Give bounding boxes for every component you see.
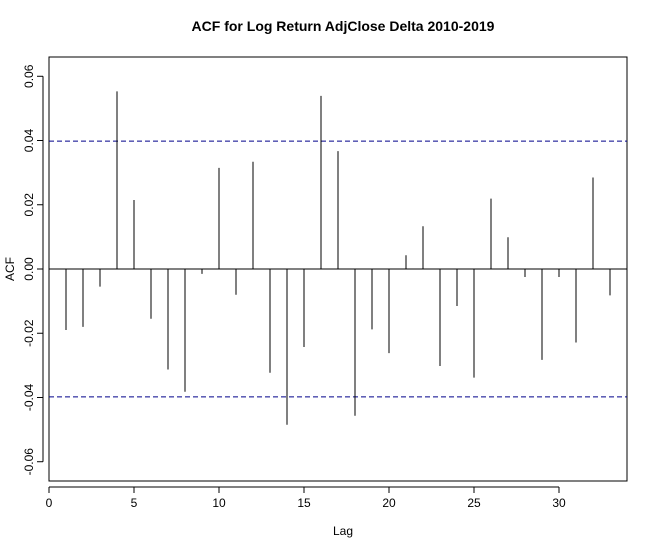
y-tick-label-0.06: 0.06 xyxy=(22,64,36,88)
x-axis-label: Lag xyxy=(333,524,353,538)
y-tick-label-0.04: 0.04 xyxy=(22,129,36,153)
x-tick-label-5: 5 xyxy=(131,496,138,510)
chart-marks: 0 5 10 15 20 25 30 -0.06 -0.04 -0.02 0.00 0.02 0.04 0… xyxy=(22,64,627,510)
chart-title: ACF for Log Return AdjClose Delta 2010-2… xyxy=(192,18,495,34)
x-tick-label-15: 15 xyxy=(297,496,311,510)
y-tick-label-0.02: 0.02 xyxy=(22,193,36,217)
y-tick-label--0.04: -0.04 xyxy=(22,383,36,411)
x-tick-label-10: 10 xyxy=(212,496,226,510)
x-tick-label-20: 20 xyxy=(382,496,396,510)
x-tick-label-25: 25 xyxy=(467,496,481,510)
x-tick-label-30: 30 xyxy=(552,496,566,510)
y-axis-label: ACF xyxy=(3,257,17,281)
y-tick-label--0.02: -0.02 xyxy=(22,319,36,347)
x-tick-label-0: 0 xyxy=(46,496,53,510)
y-tick-label--0.06: -0.06 xyxy=(22,448,36,476)
y-tick-label-0.00: 0.00 xyxy=(22,257,36,281)
